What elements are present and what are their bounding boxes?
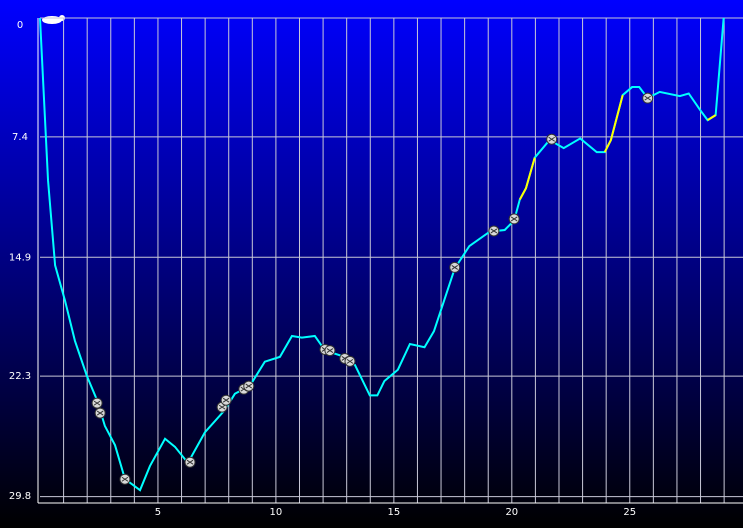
event-marker bbox=[119, 473, 131, 485]
x-tick-label: 15 bbox=[387, 507, 400, 518]
event-marker bbox=[508, 213, 520, 225]
y-tick-label: 0 bbox=[17, 20, 23, 31]
event-marker bbox=[94, 407, 106, 419]
y-tick-label: 7.4 bbox=[12, 132, 28, 143]
event-marker bbox=[546, 133, 558, 145]
event-marker bbox=[642, 92, 654, 104]
y-tick-label: 22.3 bbox=[9, 371, 31, 382]
depth-line bbox=[518, 94, 717, 200]
x-tick-label: 10 bbox=[270, 507, 283, 518]
event-marker bbox=[184, 456, 196, 468]
event-marker bbox=[449, 261, 461, 273]
y-tick-label: 14.9 bbox=[9, 252, 31, 263]
x-tick-label: 20 bbox=[505, 507, 518, 518]
depth-line bbox=[39, 17, 725, 492]
event-marker bbox=[220, 394, 232, 406]
event-marker bbox=[344, 355, 356, 367]
event-marker bbox=[243, 380, 255, 392]
x-tick-label: 5 bbox=[155, 507, 161, 518]
y-tick-label: 29.8 bbox=[9, 491, 31, 502]
event-marker bbox=[91, 397, 103, 409]
event-marker bbox=[488, 225, 500, 237]
x-tick-label: 25 bbox=[623, 507, 636, 518]
event-marker bbox=[324, 345, 336, 357]
